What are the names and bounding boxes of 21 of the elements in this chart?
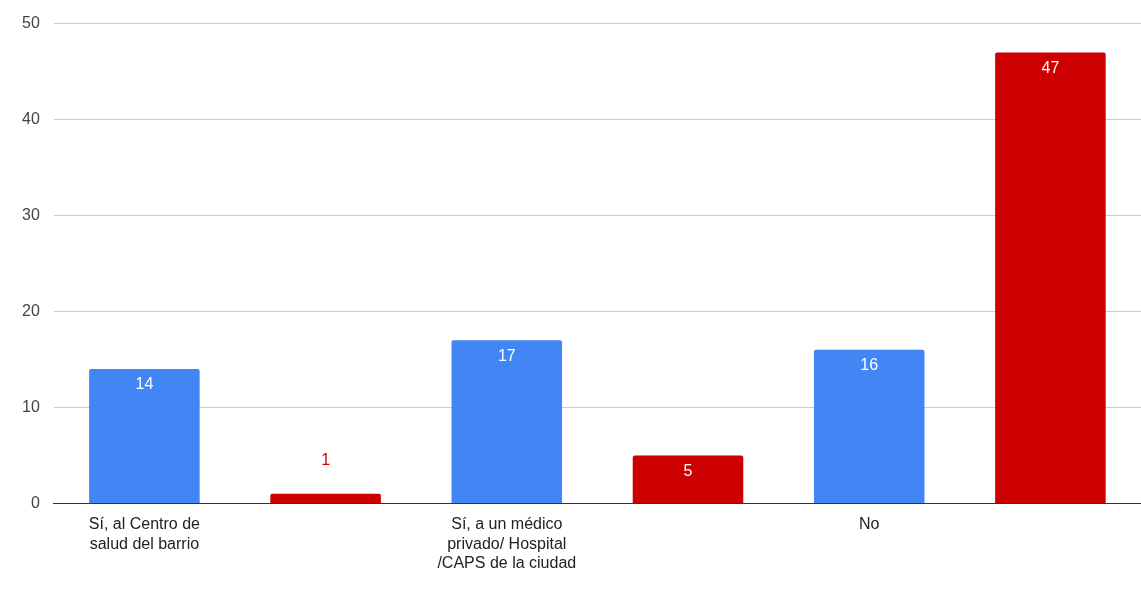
bar xyxy=(451,340,563,503)
data-label: 14 xyxy=(135,375,154,393)
bar xyxy=(632,455,744,503)
bar xyxy=(995,52,1106,503)
x-tick-label: No xyxy=(858,515,880,533)
data-label: 16 xyxy=(860,356,879,374)
y-tick-label: 0 xyxy=(30,493,40,511)
x-tick-label: Sí, a un médico privado/ Hospital /CAPS de la ciudad xyxy=(437,515,577,571)
data-label: 5 xyxy=(683,461,693,479)
x-tick-label: Sí, al Centro de salud del barrio xyxy=(88,515,201,552)
y-tick-label: 40 xyxy=(22,109,40,127)
data-label: 1 xyxy=(321,451,331,469)
bar xyxy=(89,369,200,503)
y-tick-label: 30 xyxy=(22,205,40,223)
bar xyxy=(270,493,381,503)
data-label: 17 xyxy=(497,346,516,364)
bar xyxy=(813,349,925,503)
y-tick-label: 20 xyxy=(22,301,40,319)
y-tick-label: 10 xyxy=(22,397,40,415)
data-label: 47 xyxy=(1041,58,1060,76)
y-tick-label: 50 xyxy=(22,14,40,32)
